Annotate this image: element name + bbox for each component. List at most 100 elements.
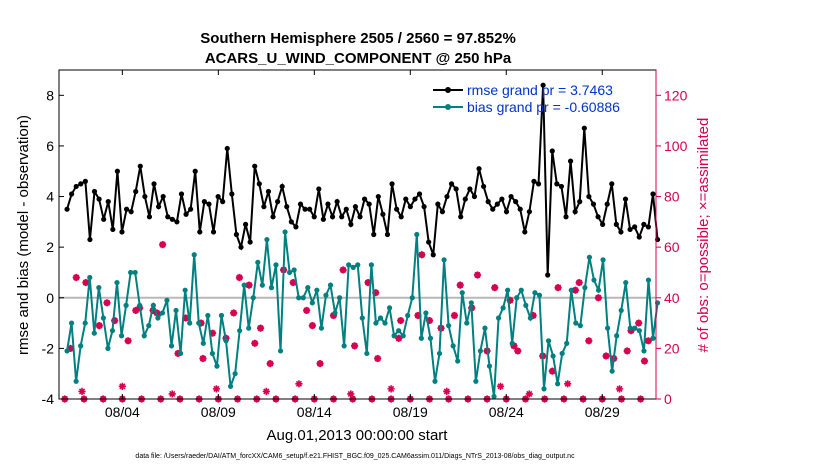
obs-assimilated-marker	[575, 278, 583, 287]
obs-assimilated-marker	[529, 311, 537, 320]
rmse-point	[458, 214, 464, 220]
obs-assimilated-marker	[554, 284, 562, 292]
bias-point	[336, 295, 343, 301]
bias-point	[277, 348, 284, 354]
rmse-point	[91, 188, 98, 195]
rmse-point	[604, 201, 610, 207]
rmse-point	[590, 201, 597, 207]
y-tick-label-right: 60	[664, 239, 680, 255]
rmse-point	[265, 188, 272, 195]
bias-point	[545, 338, 552, 344]
rmse-point	[618, 229, 624, 235]
bias-point	[614, 333, 620, 339]
bias-point	[314, 287, 320, 293]
rmse-point	[490, 206, 496, 212]
rmse-point	[229, 191, 235, 197]
rmse-point	[128, 209, 134, 215]
obs-assimilated-marker	[627, 327, 635, 335]
rmse-point	[439, 209, 446, 215]
bias-point	[68, 320, 75, 326]
plot-background	[59, 70, 656, 399]
bias-point	[364, 350, 370, 357]
legend-rmse-marker	[445, 87, 451, 93]
bias-point	[468, 300, 474, 306]
rmse-point	[155, 204, 162, 210]
legend-bias-marker	[445, 104, 451, 110]
bias-point	[586, 254, 593, 260]
y-axis-label-right: # of obs: o=possible; ×=assimilated	[695, 118, 712, 353]
bias-point	[495, 315, 502, 321]
rmse-point	[252, 163, 258, 169]
obs-assimilated-marker	[414, 311, 422, 320]
bias-point	[327, 282, 334, 288]
bias-point	[341, 343, 347, 349]
rmse-point	[64, 206, 70, 212]
rmse-point	[247, 239, 253, 245]
obs-assimilated-marker	[95, 322, 103, 330]
rmse-point	[577, 199, 583, 205]
obs-assimilated-marker	[397, 316, 405, 325]
bias-point	[436, 350, 443, 357]
obs-assimilated-marker	[387, 385, 395, 393]
bias-point	[377, 315, 384, 321]
bias-point	[405, 312, 411, 319]
bias-point	[491, 393, 497, 400]
rmse-point	[284, 204, 290, 210]
obs-assimilated-marker	[289, 278, 297, 287]
rmse-point	[261, 204, 267, 210]
legend-rmse-label: rmse grand pr = 3.7463	[467, 82, 613, 98]
obs-assimilated-marker	[295, 380, 303, 388]
bias-point	[618, 307, 624, 314]
rmse-point	[448, 181, 455, 187]
bias-point	[373, 320, 379, 326]
bias-point	[500, 305, 506, 311]
y-tick-label-right: 40	[664, 290, 680, 306]
bias-point	[218, 312, 225, 319]
rmse-point	[73, 183, 79, 190]
rmse-point	[137, 163, 143, 169]
bias-point	[177, 350, 184, 357]
obs-assimilated-marker	[182, 314, 190, 322]
rmse-point	[325, 201, 331, 207]
legend: rmse grand pr = 3.7463 bias grand pr = -…	[433, 82, 620, 115]
obs-assimilated-marker	[571, 286, 579, 294]
rmse-point	[540, 82, 546, 88]
rmse-point	[174, 219, 180, 225]
bias-point	[464, 320, 470, 326]
y-tick-label-right: 0	[664, 391, 672, 407]
bias-point	[332, 310, 338, 316]
rmse-point	[380, 211, 386, 217]
obs-assimilated-marker	[615, 385, 624, 393]
bias-point	[214, 363, 220, 369]
bias-point	[132, 269, 138, 276]
obs-assimilated-marker	[66, 344, 75, 352]
bias-point	[486, 363, 493, 369]
bias-point	[523, 302, 529, 308]
y-tick-label-left: 4	[46, 189, 54, 205]
obs-assimilated-marker	[473, 271, 482, 279]
rmse-point	[531, 178, 537, 184]
obs-assimilated-marker	[132, 306, 140, 315]
bias-point	[223, 338, 229, 344]
bias-point	[109, 328, 116, 334]
obs-assimilated-marker	[118, 382, 126, 390]
rmse-point	[169, 216, 175, 222]
bias-point	[650, 335, 656, 341]
rmse-point	[508, 193, 514, 200]
y-tick-label-right: 100	[664, 138, 688, 154]
bias-point	[609, 368, 615, 374]
rmse-point	[188, 206, 194, 212]
rmse-point	[435, 201, 441, 207]
bias-point	[241, 282, 247, 288]
rmse-point	[394, 206, 400, 212]
y-tick-label-left: 2	[46, 239, 54, 255]
chart-title-line2: ACARS_U_WIND_COMPONENT @ 250 hPa	[205, 50, 512, 67]
rmse-point	[320, 216, 326, 222]
rmse-point	[123, 206, 130, 212]
obs-assimilated-marker	[308, 322, 316, 330]
rmse-point	[632, 224, 638, 230]
obs-assimilated-marker	[418, 251, 426, 259]
y-tick-label-left: 0	[46, 290, 54, 306]
bias-point	[396, 328, 402, 334]
bias-point	[632, 325, 638, 331]
